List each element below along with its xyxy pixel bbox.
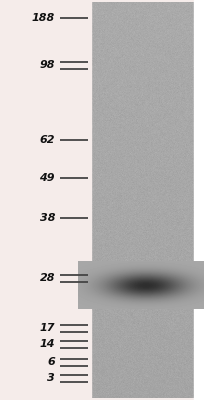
Text: 62: 62 — [40, 135, 55, 145]
Text: 38: 38 — [40, 213, 55, 223]
Text: 49: 49 — [40, 173, 55, 183]
Text: 6: 6 — [47, 357, 55, 367]
Bar — [0, 0, 90, 400]
Bar — [90, 0, 91, 400]
Text: 14: 14 — [40, 339, 55, 349]
Text: 188: 188 — [32, 13, 55, 23]
Bar — [194, 0, 204, 400]
Text: 3: 3 — [47, 373, 55, 383]
Text: 98: 98 — [40, 60, 55, 70]
Text: 28: 28 — [40, 273, 55, 283]
Text: 17: 17 — [40, 323, 55, 333]
